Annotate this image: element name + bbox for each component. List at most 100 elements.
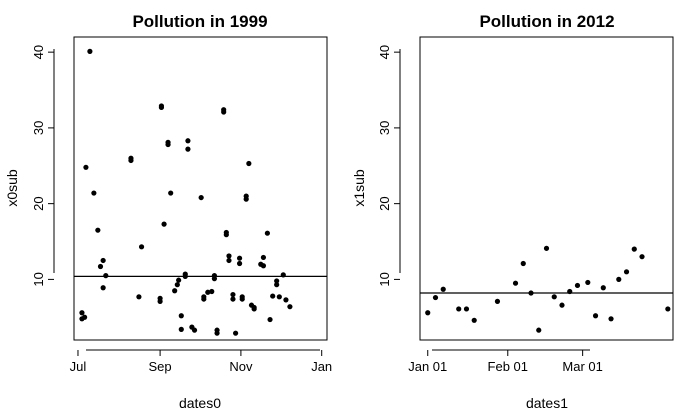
data-point [233,330,239,336]
x-axis-label: dates1 [526,395,568,411]
data-point [83,164,89,170]
data-point [221,109,227,115]
data-point [236,260,243,267]
data-point [87,48,93,54]
plot-frame [419,36,674,341]
x-tick-label: Mar 01 [562,359,602,374]
data-point [172,288,178,294]
data-point [239,294,245,300]
data-point [185,138,191,144]
y-axis-label: x0sub [4,169,20,207]
data-points [79,48,293,336]
plot-frame [73,36,328,341]
x-tick-label: Nov [229,359,253,374]
y-tick-label: 10 [31,272,46,286]
data-point [205,289,211,295]
data-point [209,288,215,295]
y-tick-label: 30 [31,121,46,135]
y-tick-label: 10 [377,272,392,286]
y-tick-label: 30 [377,121,392,135]
data-point [276,294,282,300]
data-point [280,272,286,278]
data-point [456,306,462,312]
data-point [168,190,174,196]
data-point [260,254,267,261]
data-point [665,306,671,312]
data-point [236,255,243,261]
data-point [494,298,501,304]
data-point [201,294,207,300]
data-point [223,232,229,238]
x-ticks: Jan 01 Feb 01 Mar 01 [408,350,603,374]
data-point [585,279,591,286]
data-point [283,297,289,303]
data-point [226,257,232,264]
y-tick-label: 20 [377,196,392,210]
data-point [138,244,145,250]
data-point [161,221,167,227]
data-point [592,313,599,319]
x-tick-label: Jan [311,359,332,374]
x-tick-label: Jul [70,359,87,374]
data-point [174,282,180,288]
chart-title: Pollution in 1999 [132,12,267,31]
chart-title: Pollution in 2012 [479,12,614,31]
data-point [198,194,204,201]
data-point [440,286,446,292]
data-point [567,288,573,295]
data-point [226,253,232,259]
data-point [608,316,614,322]
data-point [543,245,550,251]
y-tick-label: 40 [377,45,392,59]
data-point [264,230,270,236]
data-point [214,330,220,336]
data-point [128,157,134,164]
y-ticks: 10 20 30 40 [31,45,54,287]
data-point [536,327,542,333]
data-point [178,326,184,332]
data-point [559,302,565,308]
data-point [81,314,88,320]
data-point [100,257,106,264]
data-point [95,227,101,233]
x-tick-label: Feb 01 [488,359,528,374]
data-point [191,327,198,333]
data-point [260,263,267,269]
data-point [158,104,165,111]
x-tick-label: Sep [149,359,172,374]
x-ticks: Jul Sep Nov Jan [70,350,332,374]
data-point [574,282,581,289]
data-point [230,296,236,302]
data-point [274,282,280,288]
y-tick-label: 40 [31,45,46,59]
data-point [425,310,431,316]
data-point [528,290,534,296]
data-point [185,146,191,152]
data-point [631,246,637,252]
data-point [512,280,519,286]
data-point [623,269,630,275]
data-point [251,304,257,311]
data-point [100,285,106,291]
x-axis-label: dates0 [179,395,221,411]
data-point [551,294,557,300]
data-point [270,293,276,299]
data-points [425,245,671,333]
data-point [79,310,85,316]
data-point [91,190,97,196]
data-point [136,294,142,300]
data-point [157,298,163,304]
data-point [211,273,218,279]
data-point [97,263,104,270]
data-point [600,285,606,291]
data-point [639,254,645,260]
data-point [182,271,188,277]
data-point [103,273,109,279]
y-tick-label: 20 [31,196,46,210]
data-point [432,294,439,301]
data-point [176,277,182,283]
data-point [246,160,252,167]
panel-pollution-2012: Pollution in 2012 10 20 30 40 Jan 01 Feb 01 M… [351,12,674,411]
